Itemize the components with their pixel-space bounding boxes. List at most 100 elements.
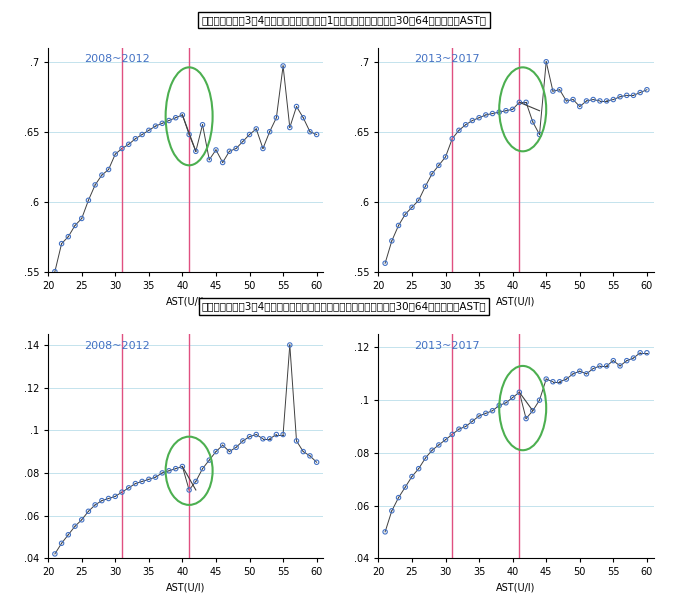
Point — [453, 125, 464, 135]
Point — [177, 461, 188, 471]
Point — [548, 87, 559, 96]
Point — [76, 214, 87, 223]
Point — [110, 491, 121, 501]
Point — [116, 487, 127, 497]
Point — [641, 348, 652, 358]
Point — [191, 146, 202, 156]
Point — [568, 95, 579, 104]
Point — [514, 97, 525, 107]
Point — [271, 113, 282, 122]
Point — [440, 435, 451, 444]
Point — [170, 113, 181, 122]
Point — [433, 161, 444, 170]
Point — [130, 479, 141, 488]
Text: 図２：健診から3～4年後に一日に日本酒を３合以上飲む人の割合、30～64歳（ｘ軸はAST）: 図２：健診から3～4年後に一日に日本酒を３合以上飲む人の割合、30～64歳（ｘ軸… — [202, 301, 486, 312]
Point — [601, 361, 612, 371]
Point — [244, 432, 255, 441]
Point — [137, 130, 148, 139]
Point — [244, 130, 255, 139]
Point — [298, 113, 309, 122]
Point — [561, 96, 572, 106]
Point — [574, 367, 585, 376]
Point — [311, 130, 322, 139]
Text: 2008~2012: 2008~2012 — [84, 341, 150, 351]
Point — [628, 91, 639, 100]
Point — [601, 96, 612, 106]
Point — [143, 475, 154, 484]
Point — [224, 447, 235, 456]
Point — [123, 483, 134, 493]
Point — [311, 457, 322, 467]
Point — [467, 417, 478, 426]
Point — [473, 411, 484, 421]
Point — [56, 239, 67, 248]
Point — [480, 110, 491, 119]
Point — [460, 421, 471, 431]
Point — [447, 430, 458, 439]
Point — [521, 97, 532, 107]
Point — [413, 195, 424, 205]
Point — [298, 447, 309, 456]
Point — [628, 353, 639, 363]
Point — [420, 453, 431, 463]
Point — [527, 406, 538, 416]
Point — [224, 146, 235, 156]
Point — [143, 125, 154, 135]
Point — [393, 221, 404, 230]
Point — [56, 538, 67, 548]
Point — [494, 401, 505, 410]
Point — [473, 113, 484, 122]
Point — [291, 101, 302, 111]
Point — [581, 96, 592, 106]
Point — [230, 144, 241, 153]
Point — [150, 472, 161, 482]
Point — [184, 485, 195, 495]
Text: 図１：健診から3～4年後に一日に日本酒を1合以上飲む人の割合、30～64歳（ｘ軸はAST）: 図１：健診から3～4年後に一日に日本酒を1合以上飲む人の割合、30～64歳（ｘ軸… — [202, 15, 486, 25]
Point — [123, 140, 134, 149]
Point — [500, 106, 511, 115]
Point — [527, 117, 538, 127]
Point — [440, 152, 451, 162]
Point — [237, 436, 248, 446]
Point — [204, 155, 215, 164]
Point — [494, 107, 505, 117]
X-axis label: AST(U/l): AST(U/l) — [166, 296, 206, 306]
Point — [277, 61, 288, 70]
Point — [541, 374, 552, 384]
Point — [621, 91, 632, 100]
Point — [257, 434, 268, 444]
Point — [284, 123, 295, 133]
Point — [291, 436, 302, 446]
Point — [211, 145, 222, 155]
Point — [50, 549, 61, 559]
Point — [487, 109, 498, 118]
Point — [76, 515, 87, 525]
Point — [554, 377, 565, 386]
Point — [237, 137, 248, 146]
Point — [116, 144, 127, 153]
X-axis label: AST(U/l): AST(U/l) — [496, 583, 536, 593]
X-axis label: AST(U/l): AST(U/l) — [496, 296, 536, 306]
Point — [460, 120, 471, 130]
Point — [387, 236, 398, 245]
Point — [500, 398, 511, 408]
Point — [561, 374, 572, 384]
Point — [594, 96, 605, 106]
Text: 2013~2017: 2013~2017 — [414, 54, 480, 64]
Point — [257, 144, 268, 153]
Point — [400, 210, 411, 219]
Point — [480, 408, 491, 418]
Point — [96, 496, 107, 506]
Point — [407, 472, 418, 481]
Point — [277, 430, 288, 439]
Point — [157, 119, 168, 128]
Point — [608, 95, 619, 104]
Point — [63, 530, 74, 540]
Point — [89, 500, 100, 510]
Point — [427, 445, 438, 455]
Point — [304, 127, 315, 137]
Point — [191, 476, 202, 486]
Point — [407, 202, 418, 212]
Point — [608, 356, 619, 365]
Point — [554, 85, 565, 94]
